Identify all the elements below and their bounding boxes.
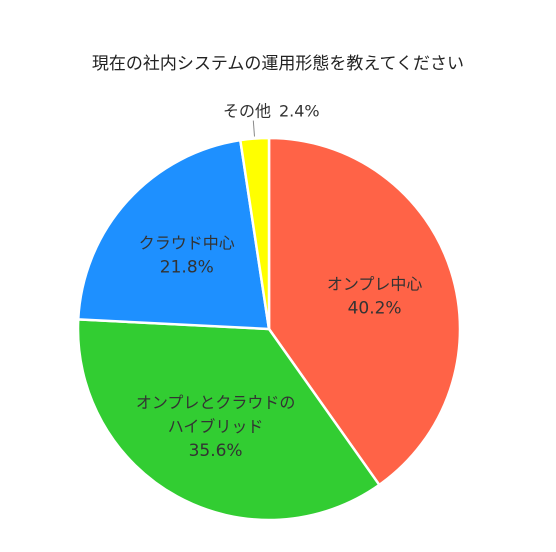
slice-label: ハイブリッド <box>168 417 264 436</box>
slice-label: その他 <box>223 102 271 121</box>
slice-label: オンプレとクラウドの <box>136 393 296 412</box>
slice-0 <box>267 136 462 487</box>
slice-outside-label: その他 2.4% <box>223 102 320 121</box>
slice-3 <box>239 136 271 331</box>
slice-value-label: 2.4% <box>279 102 320 121</box>
chart-title: 現在の社内システムの運用形態を教えてください <box>92 54 464 74</box>
slice-value-label: 21.8% <box>160 258 214 278</box>
slice-value-label: 35.6% <box>189 441 243 461</box>
slice-label: クラウド中心 <box>139 234 235 253</box>
slice-value-label: 40.2% <box>348 298 402 318</box>
leader-line <box>252 120 255 137</box>
slice-label: オンプレ中心 <box>327 274 423 293</box>
slice-2 <box>76 138 271 331</box>
pie-slices <box>76 136 462 522</box>
slice-1 <box>76 318 381 522</box>
